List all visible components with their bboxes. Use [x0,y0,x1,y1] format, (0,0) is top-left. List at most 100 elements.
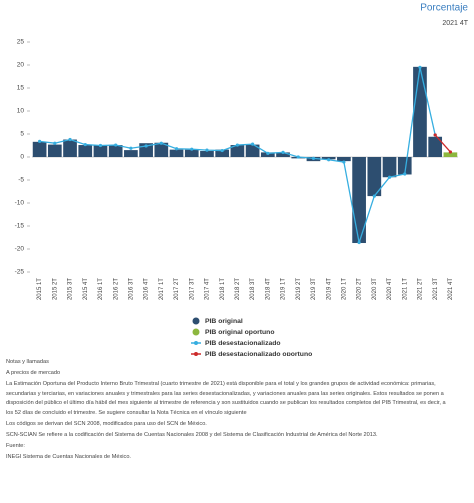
bar [124,150,138,157]
line-point [159,141,163,145]
bar [397,157,412,175]
y-tick-label: -25 [15,269,25,276]
y-tick-label: 15 [17,85,25,92]
x-tick-label: 2019 4T [326,278,332,300]
legend-marker [194,352,198,356]
note: Notas y llamadas [6,359,49,365]
line-point [403,172,407,176]
x-tick-label: 2020 2T [357,278,363,300]
x-tick-label: 2019 1T [281,278,287,300]
line-point [266,151,270,155]
line-point [190,147,194,151]
bar [337,157,351,162]
bar [382,157,397,178]
bar [276,152,290,157]
line-point [98,143,103,148]
line-point [251,142,255,146]
line-point [220,148,224,153]
bar [78,145,93,157]
x-tick-label: 2015 3T [68,278,74,300]
x-tick-label: 2020 1T [341,278,347,300]
line-point [296,155,300,159]
note: SCN-SCIAN Se refiere a la codificación d… [6,432,378,439]
x-tick-label: 2021 2T [418,278,424,300]
line-point [311,156,316,160]
x-tick-label: 2020 4T [387,278,393,300]
bar [93,145,108,157]
legend-marker [194,341,198,345]
y-tick-label: 20 [17,62,25,69]
line-point [448,150,452,154]
line-point [174,147,179,151]
line-point [387,175,392,179]
x-tick-label: 2017 4T [205,278,211,300]
line-point [281,150,285,154]
bar [245,144,260,157]
y-tick-label: 0 [20,154,24,161]
note: A precios de mercado [6,370,61,377]
x-tick-label: 2018 1T [220,278,226,300]
line-point [418,65,422,69]
bar [200,151,214,157]
line-point [433,133,437,137]
bar [413,66,427,157]
x-tick-label: 2018 4T [265,278,271,300]
bar [154,142,169,157]
line-point [342,160,346,164]
x-tick-label: 2018 3T [250,278,256,300]
legend-label: PIB desestacionalizado oportuno [205,351,312,356]
unit-label: Porcentaje [420,3,468,14]
line-point [114,143,118,147]
x-tick-label: 2018 2T [235,278,241,300]
line-point [129,146,133,150]
x-tick-label: 2020 3T [372,278,378,300]
y-tick-label: -5 [18,177,24,184]
bar [63,139,77,157]
notes: Notas y llamadas A precios de mercado La E… [6,358,446,463]
x-tick-label: 2019 2T [296,278,302,300]
note: Fuente: [6,443,25,450]
bar [184,149,199,157]
line-point [372,194,376,198]
bar [169,149,184,157]
x-tick-label: 2015 1T [37,278,43,300]
y-tick-label: 10 [17,108,25,115]
y-tick-label: -15 [15,223,25,230]
legend-marker [192,317,200,325]
bar [108,145,123,157]
x-tick-label: 2017 3T [189,278,195,300]
y-tick-label: 5 [20,131,24,138]
x-tick-label: 2015 2T [52,278,58,300]
bar [32,141,47,157]
chart: Porcentaje 2021 4T -25 -20 -15 -10 -5 0 5 10 15 2… [15,3,469,356]
bar [230,145,245,157]
bar [428,136,443,157]
line [434,134,451,153]
line-point [327,158,331,162]
x-tick-label: 2017 1T [159,278,165,300]
line-point [235,143,239,147]
note: INEGI Sistema de Cuentas Nacionales de M… [6,454,131,461]
x-tick-label: 2015 4T [83,278,89,300]
note: Los códigos se derivan del SCN 2008, mod… [6,421,207,428]
x-tick-label: 2016 4T [144,278,150,300]
x-tick-label: 2019 3T [311,278,317,300]
period-label: 2021 4T [442,20,468,27]
x-tick-label: 2021 4T [448,278,454,300]
x-tick-label: 2016 1T [98,278,104,300]
bar [352,157,366,244]
line-point [144,144,148,148]
bar [443,152,458,157]
x-tick-label: 2021 1T [402,278,408,300]
line-point [205,148,209,152]
line-point [83,142,87,147]
bar [367,157,382,197]
line-point [53,141,57,145]
legend-label: PIB desestacionalizado [205,340,281,347]
y-tick-label: 25 [17,39,25,46]
line-point [38,139,42,143]
x-tick-label: 2016 2T [113,278,119,300]
bar [215,149,230,157]
legend-label: PIB original [205,318,243,325]
